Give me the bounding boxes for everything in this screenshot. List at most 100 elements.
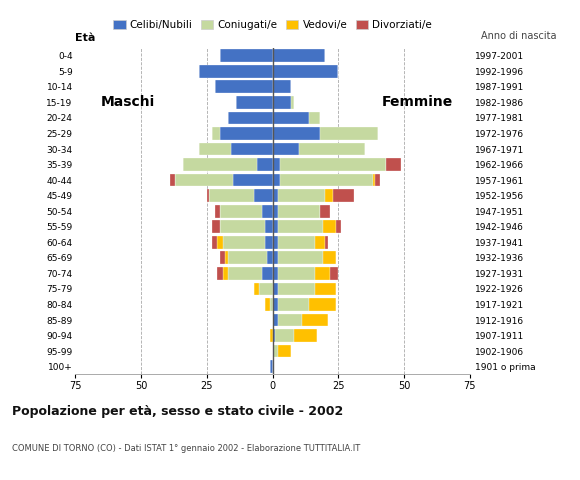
Bar (230, 143, 273, 156)
Bar (273, 205, 278, 217)
Bar (212, 127, 220, 140)
Bar (322, 252, 336, 264)
Bar (199, 143, 230, 156)
Text: COMUNE DI TORNO (CO) - Dati ISTAT 1° gennaio 2002 - Elaborazione TUTTITALIA.IT: COMUNE DI TORNO (CO) - Dati ISTAT 1° gen… (12, 444, 360, 453)
Bar (273, 252, 278, 264)
Bar (273, 174, 281, 187)
Bar (278, 345, 291, 358)
Bar (270, 298, 273, 311)
Bar (273, 81, 291, 93)
Bar (302, 313, 328, 326)
Bar (273, 158, 281, 171)
Bar (175, 174, 233, 187)
Bar (218, 236, 223, 249)
Bar (278, 298, 309, 311)
Bar (262, 267, 273, 280)
Bar (264, 298, 270, 311)
Bar (273, 96, 291, 109)
Text: Maschi: Maschi (101, 96, 155, 109)
Bar (322, 220, 336, 233)
Bar (278, 205, 320, 217)
Bar (281, 174, 372, 187)
Bar (215, 205, 220, 217)
Bar (228, 267, 262, 280)
Bar (273, 65, 338, 78)
Bar (273, 220, 278, 233)
Bar (320, 205, 331, 217)
Bar (183, 158, 257, 171)
Bar (273, 283, 278, 295)
Bar (209, 189, 254, 202)
Bar (309, 111, 320, 124)
Bar (291, 96, 293, 109)
Bar (273, 111, 309, 124)
Bar (220, 252, 225, 264)
Bar (223, 236, 264, 249)
Bar (333, 189, 354, 202)
Bar (259, 283, 273, 295)
Bar (325, 236, 328, 249)
Bar (270, 360, 273, 373)
Bar (228, 111, 273, 124)
Text: Anno di nascita: Anno di nascita (481, 31, 557, 41)
Bar (273, 298, 278, 311)
Bar (270, 329, 273, 342)
Bar (278, 283, 315, 295)
Bar (325, 189, 333, 202)
Bar (309, 298, 336, 311)
Bar (254, 283, 259, 295)
Text: Età: Età (75, 33, 96, 43)
Bar (199, 65, 273, 78)
Bar (220, 49, 273, 62)
Bar (273, 143, 299, 156)
Bar (273, 49, 325, 62)
Bar (278, 189, 325, 202)
Bar (264, 236, 273, 249)
Bar (278, 252, 322, 264)
Bar (273, 127, 320, 140)
Bar (278, 313, 302, 326)
Bar (293, 329, 317, 342)
Bar (218, 267, 223, 280)
Bar (212, 220, 220, 233)
Bar (273, 267, 278, 280)
Bar (331, 267, 338, 280)
Bar (315, 236, 325, 249)
Legend: Celibi/Nubili, Coniugati/e, Vedovi/e, Divorziati/e: Celibi/Nubili, Coniugati/e, Vedovi/e, Di… (109, 16, 436, 34)
Bar (220, 205, 262, 217)
Bar (228, 252, 267, 264)
Bar (273, 313, 278, 326)
Bar (207, 189, 209, 202)
Bar (215, 81, 273, 93)
Bar (236, 96, 273, 109)
Bar (225, 252, 228, 264)
Bar (273, 345, 278, 358)
Bar (273, 236, 278, 249)
Bar (233, 174, 273, 187)
Bar (170, 174, 175, 187)
Bar (273, 189, 278, 202)
Bar (375, 174, 380, 187)
Bar (223, 267, 228, 280)
Bar (257, 158, 273, 171)
Bar (281, 158, 386, 171)
Bar (386, 158, 401, 171)
Bar (220, 220, 264, 233)
Bar (320, 127, 378, 140)
Text: Popolazione per età, sesso e stato civile - 2002: Popolazione per età, sesso e stato civil… (12, 405, 343, 418)
Bar (254, 189, 273, 202)
Bar (278, 220, 322, 233)
Bar (278, 267, 315, 280)
Text: Femmine: Femmine (382, 96, 453, 109)
Bar (220, 127, 273, 140)
Bar (336, 220, 341, 233)
Bar (372, 174, 375, 187)
Bar (315, 267, 331, 280)
Bar (267, 252, 273, 264)
Bar (278, 236, 315, 249)
Bar (212, 236, 218, 249)
Bar (276, 329, 293, 342)
Bar (262, 205, 273, 217)
Bar (273, 329, 275, 342)
Bar (315, 283, 336, 295)
